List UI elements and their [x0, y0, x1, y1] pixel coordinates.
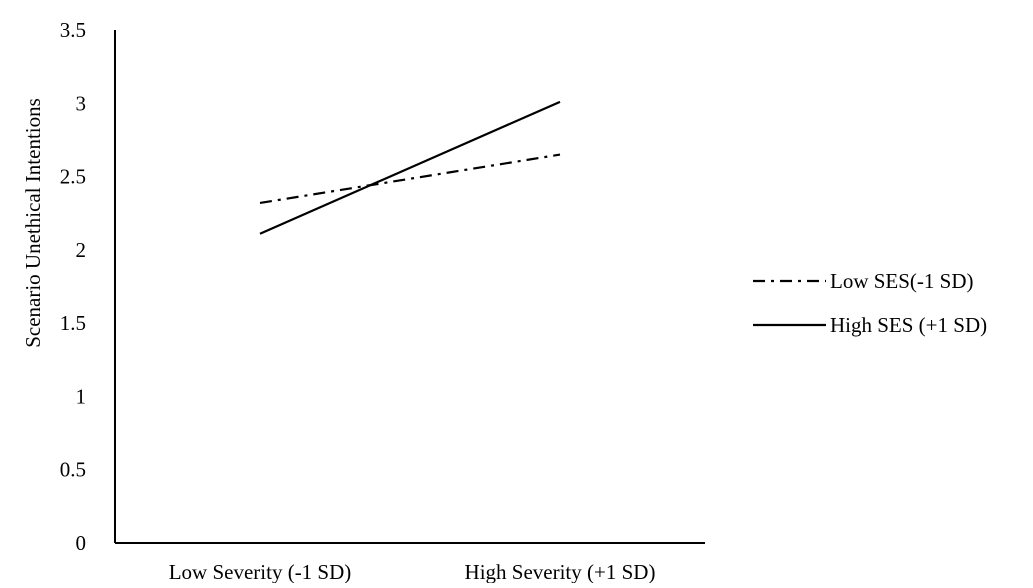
y-tick-label: 0.5: [60, 458, 86, 482]
x-tick-label: High Severity (+1 SD): [465, 560, 656, 583]
y-tick-label: 3: [76, 91, 87, 115]
y-tick-label: 2.5: [60, 165, 86, 189]
y-tick-label: 2: [76, 238, 87, 262]
y-axis-label: Scenario Unethical Intentions: [21, 98, 45, 348]
y-tick-label: 0: [76, 531, 87, 555]
x-tick-label: Low Severity (-1 SD): [169, 560, 352, 583]
legend-label: Low SES(-1 SD): [830, 269, 974, 293]
series-line-low-ses-1-sd: [259, 153, 561, 205]
y-tick-label: 1: [76, 384, 87, 408]
y-tick-label: 1.5: [60, 311, 86, 335]
series-line-high-ses-1-sd: [259, 100, 561, 235]
legend-label: High SES (+1 SD): [830, 313, 987, 337]
y-tick-label: 3.5: [60, 18, 86, 42]
